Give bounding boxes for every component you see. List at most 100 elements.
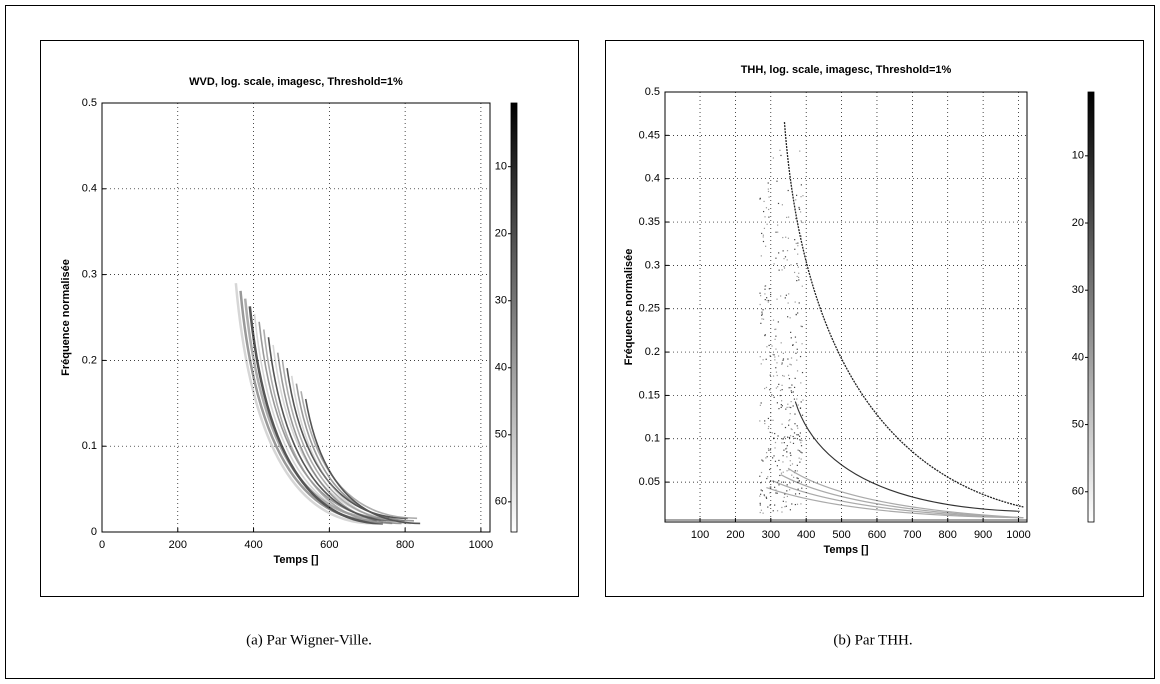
image-dot	[781, 363, 783, 365]
image-dot	[779, 474, 781, 477]
image-dot	[796, 280, 798, 282]
image-dot	[787, 216, 790, 218]
image-dot	[800, 220, 802, 222]
image-dot	[788, 424, 790, 426]
x-tick-label: 400	[244, 539, 262, 551]
image-dot	[789, 460, 791, 462]
image-dot	[772, 157, 774, 159]
image-dot	[772, 480, 774, 482]
image-dot	[789, 464, 792, 467]
image-dot	[768, 449, 770, 451]
image-dot	[783, 436, 785, 439]
image-dot	[790, 406, 792, 409]
colorbar-tick-label: 50	[1072, 418, 1084, 430]
image-dot	[782, 359, 784, 361]
image-dot	[786, 451, 788, 453]
image-dot	[782, 461, 784, 463]
image-dot	[774, 338, 776, 340]
image-dot	[784, 426, 787, 429]
image-dot	[764, 216, 766, 218]
image-dot	[789, 419, 791, 421]
image-dot	[761, 318, 763, 320]
image-dot	[796, 477, 798, 479]
image-dot	[759, 292, 761, 294]
image-dot	[783, 265, 785, 268]
image-dot	[799, 407, 802, 409]
image-dot	[785, 448, 787, 450]
image-dot	[762, 318, 765, 320]
image-dot	[801, 371, 804, 374]
image-dot	[760, 482, 762, 484]
image-dot	[779, 469, 781, 471]
caption: (b) Par THH.	[833, 632, 912, 648]
image-dot	[787, 237, 790, 239]
image-dot	[781, 269, 783, 271]
image-dot	[792, 405, 794, 407]
image-dot	[791, 384, 793, 386]
image-dot	[777, 355, 780, 357]
image-dot	[759, 504, 761, 506]
image-dot	[787, 374, 790, 376]
image-dot	[767, 182, 769, 184]
figure-border	[5, 5, 1155, 679]
x-tick-label: 800	[396, 539, 414, 551]
image-dot	[794, 437, 796, 440]
image-dot	[767, 301, 769, 303]
image-dot	[796, 425, 798, 427]
image-dot	[790, 387, 792, 389]
image-dot	[782, 250, 784, 252]
image-dot	[798, 493, 801, 495]
image-dot	[782, 374, 784, 377]
image-dot	[768, 299, 770, 302]
image-dot	[781, 362, 783, 364]
image-dot	[782, 358, 785, 360]
image-dot	[782, 352, 784, 354]
image-dot	[792, 391, 794, 393]
image-dot	[762, 240, 765, 243]
image-dot	[769, 492, 771, 494]
image-dot	[764, 334, 766, 336]
image-dot	[769, 468, 771, 471]
image-dot	[786, 445, 788, 447]
image-dot	[762, 359, 764, 361]
colorbar-tick-label: 30	[1072, 284, 1084, 296]
image-dot	[797, 434, 799, 436]
colorbar-tick-label: 60	[1072, 486, 1084, 498]
image-dot	[769, 504, 771, 506]
image-dot	[774, 356, 776, 358]
x-tick-label: 200	[169, 539, 187, 551]
image-dot	[771, 432, 773, 434]
image-dot	[760, 295, 762, 297]
image-dot	[762, 460, 764, 462]
image-dot	[774, 486, 776, 488]
image-dot	[759, 420, 761, 422]
image-dot	[799, 407, 802, 410]
image-dot	[774, 504, 776, 506]
image-dot	[765, 358, 767, 360]
colorbar-tick-label: 30	[495, 295, 507, 307]
image-dot	[759, 475, 761, 477]
image-dot	[764, 285, 766, 287]
image-dot	[775, 257, 777, 259]
image-dot	[801, 487, 803, 489]
image-dot	[773, 396, 775, 398]
image-dot	[797, 427, 799, 429]
image-dot	[767, 417, 769, 420]
image-dot	[785, 505, 787, 507]
image-dot	[759, 511, 761, 514]
image-dot	[791, 391, 793, 394]
image-dot	[785, 447, 788, 449]
image-dot	[790, 331, 792, 333]
image-dot	[772, 375, 775, 377]
image-dot	[800, 235, 802, 237]
image-dot	[796, 348, 798, 350]
image-dot	[784, 436, 786, 438]
image-dot	[787, 365, 789, 367]
image-ridge	[794, 401, 1020, 512]
image-dot	[764, 334, 766, 337]
image-dot	[794, 248, 796, 250]
image-dot	[781, 506, 783, 509]
image-dot	[762, 309, 764, 311]
image-stripe	[253, 313, 387, 522]
image-dot	[789, 363, 791, 365]
